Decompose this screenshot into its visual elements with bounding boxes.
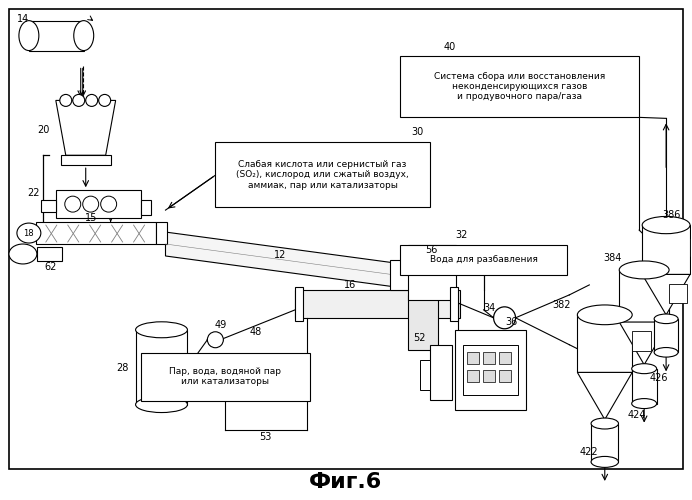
Bar bbox=[619, 270, 669, 322]
Bar bbox=[37, 247, 62, 261]
Polygon shape bbox=[165, 232, 395, 287]
Bar bbox=[36, 222, 156, 244]
Bar bbox=[455, 330, 527, 409]
Bar bbox=[450, 287, 457, 321]
Text: 28: 28 bbox=[116, 362, 129, 372]
Ellipse shape bbox=[99, 94, 111, 106]
Bar bbox=[463, 344, 518, 395]
Text: 52: 52 bbox=[414, 333, 426, 343]
Ellipse shape bbox=[86, 94, 98, 106]
Bar bbox=[466, 370, 479, 382]
Ellipse shape bbox=[493, 307, 516, 329]
Ellipse shape bbox=[654, 348, 678, 357]
Text: 15: 15 bbox=[84, 213, 97, 223]
Bar bbox=[400, 245, 567, 275]
Ellipse shape bbox=[19, 20, 39, 50]
Ellipse shape bbox=[9, 244, 37, 264]
Text: 49: 49 bbox=[215, 320, 226, 330]
Text: 20: 20 bbox=[37, 126, 50, 136]
Bar bbox=[669, 284, 686, 303]
Bar bbox=[390, 260, 410, 290]
Ellipse shape bbox=[654, 314, 678, 324]
Bar bbox=[408, 245, 456, 300]
Bar bbox=[156, 222, 167, 244]
Ellipse shape bbox=[83, 196, 99, 212]
Text: 22: 22 bbox=[28, 188, 40, 198]
Ellipse shape bbox=[136, 396, 188, 412]
Ellipse shape bbox=[208, 332, 224, 347]
Bar bbox=[466, 352, 479, 364]
Text: 53: 53 bbox=[259, 432, 271, 442]
Text: 56: 56 bbox=[426, 245, 438, 255]
Ellipse shape bbox=[619, 261, 669, 279]
Text: Система сбора или восстановления
неконденсирующихся газов
и продувочного пара/га: Система сбора или восстановления неконде… bbox=[434, 72, 605, 102]
Bar bbox=[430, 344, 452, 400]
Bar bbox=[632, 368, 657, 404]
Bar bbox=[690, 238, 692, 256]
Text: Фиг.6: Фиг.6 bbox=[309, 472, 383, 492]
Polygon shape bbox=[577, 372, 632, 420]
Text: 12: 12 bbox=[274, 250, 286, 260]
Polygon shape bbox=[56, 100, 116, 156]
Ellipse shape bbox=[591, 456, 619, 468]
Ellipse shape bbox=[591, 418, 619, 429]
Text: 62: 62 bbox=[45, 262, 57, 272]
Bar bbox=[642, 225, 690, 274]
Ellipse shape bbox=[632, 364, 657, 374]
Ellipse shape bbox=[17, 223, 41, 243]
Bar bbox=[498, 352, 511, 364]
Text: Пар, вода, водяной пар
или катализаторы: Пар, вода, водяной пар или катализаторы bbox=[170, 367, 282, 386]
Ellipse shape bbox=[60, 94, 72, 106]
Bar bbox=[295, 287, 303, 321]
Text: 382: 382 bbox=[552, 300, 571, 310]
Bar bbox=[61, 156, 111, 165]
Bar bbox=[136, 330, 188, 404]
Bar bbox=[56, 190, 140, 218]
Ellipse shape bbox=[73, 94, 84, 106]
Text: 14: 14 bbox=[17, 14, 29, 24]
Text: 30: 30 bbox=[412, 128, 424, 138]
Bar bbox=[408, 295, 438, 350]
Text: 32: 32 bbox=[455, 230, 468, 240]
Bar bbox=[482, 352, 495, 364]
Ellipse shape bbox=[136, 322, 188, 338]
Bar bbox=[482, 370, 495, 382]
Bar bbox=[654, 319, 678, 352]
Text: 426: 426 bbox=[650, 372, 668, 382]
Ellipse shape bbox=[65, 196, 81, 212]
Text: 40: 40 bbox=[444, 42, 456, 51]
Ellipse shape bbox=[642, 216, 690, 234]
Bar bbox=[412, 252, 424, 264]
Ellipse shape bbox=[100, 196, 117, 212]
Text: 34: 34 bbox=[484, 303, 495, 313]
Bar bbox=[420, 360, 430, 390]
Text: 422: 422 bbox=[580, 448, 599, 458]
Text: 48: 48 bbox=[249, 327, 262, 337]
Ellipse shape bbox=[632, 398, 657, 408]
Bar bbox=[632, 330, 651, 351]
Bar bbox=[577, 315, 632, 372]
Text: Вода для разбавления: Вода для разбавления bbox=[430, 256, 538, 264]
Text: Слабая кислота или сернистый газ
(SO₂), кислород или сжатый воздух,
аммиак, пар : Слабая кислота или сернистый газ (SO₂), … bbox=[236, 160, 409, 190]
Bar bbox=[295, 290, 459, 318]
Bar bbox=[29, 20, 84, 50]
Polygon shape bbox=[619, 322, 669, 364]
Text: 386: 386 bbox=[662, 210, 680, 220]
Bar bbox=[215, 142, 430, 207]
Text: 384: 384 bbox=[603, 253, 621, 263]
Bar bbox=[140, 352, 310, 401]
Bar bbox=[400, 56, 639, 118]
Bar bbox=[140, 200, 151, 215]
Bar bbox=[591, 424, 619, 462]
Text: 36: 36 bbox=[505, 317, 518, 327]
Text: 16: 16 bbox=[344, 280, 356, 290]
Text: 424: 424 bbox=[628, 410, 646, 420]
Polygon shape bbox=[642, 274, 690, 315]
Bar bbox=[498, 370, 511, 382]
Text: 18: 18 bbox=[24, 228, 34, 237]
Bar bbox=[41, 200, 56, 212]
Ellipse shape bbox=[74, 20, 93, 50]
Ellipse shape bbox=[577, 305, 632, 324]
